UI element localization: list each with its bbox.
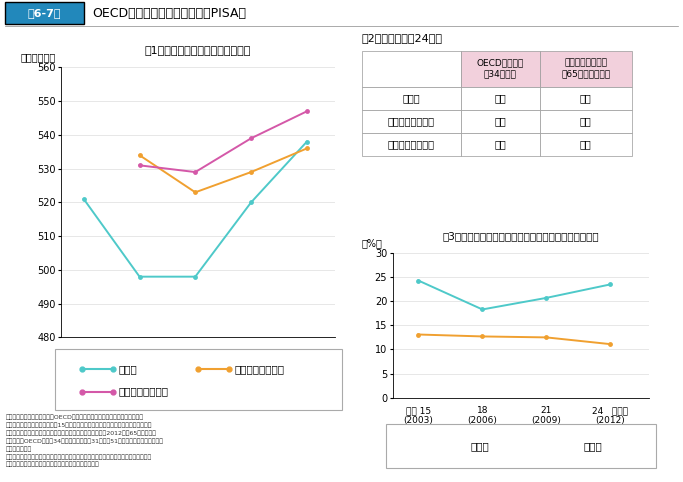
Text: (2003): (2003): [404, 416, 433, 425]
Text: 全参加国・地域中
（65か国・地域）: 全参加国・地域中 （65か国・地域）: [561, 59, 610, 79]
Text: (2009): (2009): [531, 416, 561, 425]
Text: １位: １位: [494, 140, 506, 149]
Text: 18: 18: [189, 353, 201, 362]
Text: 平成 15: 平成 15: [406, 406, 431, 415]
Text: （3）成績上位層と下位層の変化（数学的リテラシー）: （3）成績上位層と下位層の変化（数学的リテラシー）: [443, 231, 599, 241]
Text: 24  （年）: 24 （年）: [290, 353, 323, 362]
Text: 下位層: 下位層: [584, 441, 602, 451]
Text: 科学的リテラシー: 科学的リテラシー: [388, 140, 435, 149]
Text: （出典）経済協力開発機構（OECD）「生徒の学習到達度調査（ＰＩＳＡ）」
（注）１．義務教育修了段階の15歳児が持っている知識や技能を、実生活の様々な場
　　　: （出典）経済協力開発機構（OECD）「生徒の学習到達度調査（ＰＩＳＡ）」 （注）…: [5, 415, 163, 468]
Text: 18: 18: [477, 406, 488, 415]
Text: （2）順位（平成24年）: （2）順位（平成24年）: [362, 33, 443, 43]
Text: （%）: （%）: [362, 238, 383, 248]
Text: 読解力: 読解力: [403, 94, 420, 103]
Text: (2006): (2006): [467, 416, 497, 425]
Text: １位: １位: [494, 94, 506, 103]
Text: （平均得点）: （平均得点）: [20, 53, 56, 63]
Text: (2012): (2012): [596, 416, 626, 425]
Text: (2009): (2009): [236, 369, 266, 378]
Text: (2006): (2006): [180, 369, 210, 378]
Text: OECD生徒の学習到達度調査（PISA）: OECD生徒の学習到達度調査（PISA）: [92, 7, 246, 20]
Text: ４位: ４位: [580, 94, 591, 103]
Text: (2012): (2012): [292, 369, 322, 378]
Text: 21: 21: [245, 353, 257, 362]
Text: (2003): (2003): [124, 369, 154, 378]
Text: 24   （年）: 24 （年）: [592, 406, 628, 415]
Text: 上位層: 上位層: [471, 441, 490, 451]
Text: OECD加盟国中
（34か国）: OECD加盟国中 （34か国）: [477, 59, 524, 79]
Text: 平成 12: 平成 12: [71, 353, 96, 362]
Text: 数学的リテラシー: 数学的リテラシー: [388, 117, 435, 126]
Text: 第6-7図: 第6-7図: [28, 8, 61, 18]
Text: ４位: ４位: [580, 140, 591, 149]
Text: (2000): (2000): [69, 369, 99, 378]
Text: ２位: ２位: [494, 117, 506, 126]
Text: 数学的リテラシー: 数学的リテラシー: [234, 364, 284, 374]
Text: ７位: ７位: [580, 117, 591, 126]
Text: 15: 15: [134, 353, 145, 362]
Text: （1）日本の生徒の平均得点の推移: （1）日本の生徒の平均得点の推移: [145, 45, 251, 55]
Text: 科学的リテラシー: 科学的リテラシー: [118, 387, 168, 397]
Text: 読解力: 読解力: [118, 364, 137, 374]
Text: 21: 21: [541, 406, 552, 415]
